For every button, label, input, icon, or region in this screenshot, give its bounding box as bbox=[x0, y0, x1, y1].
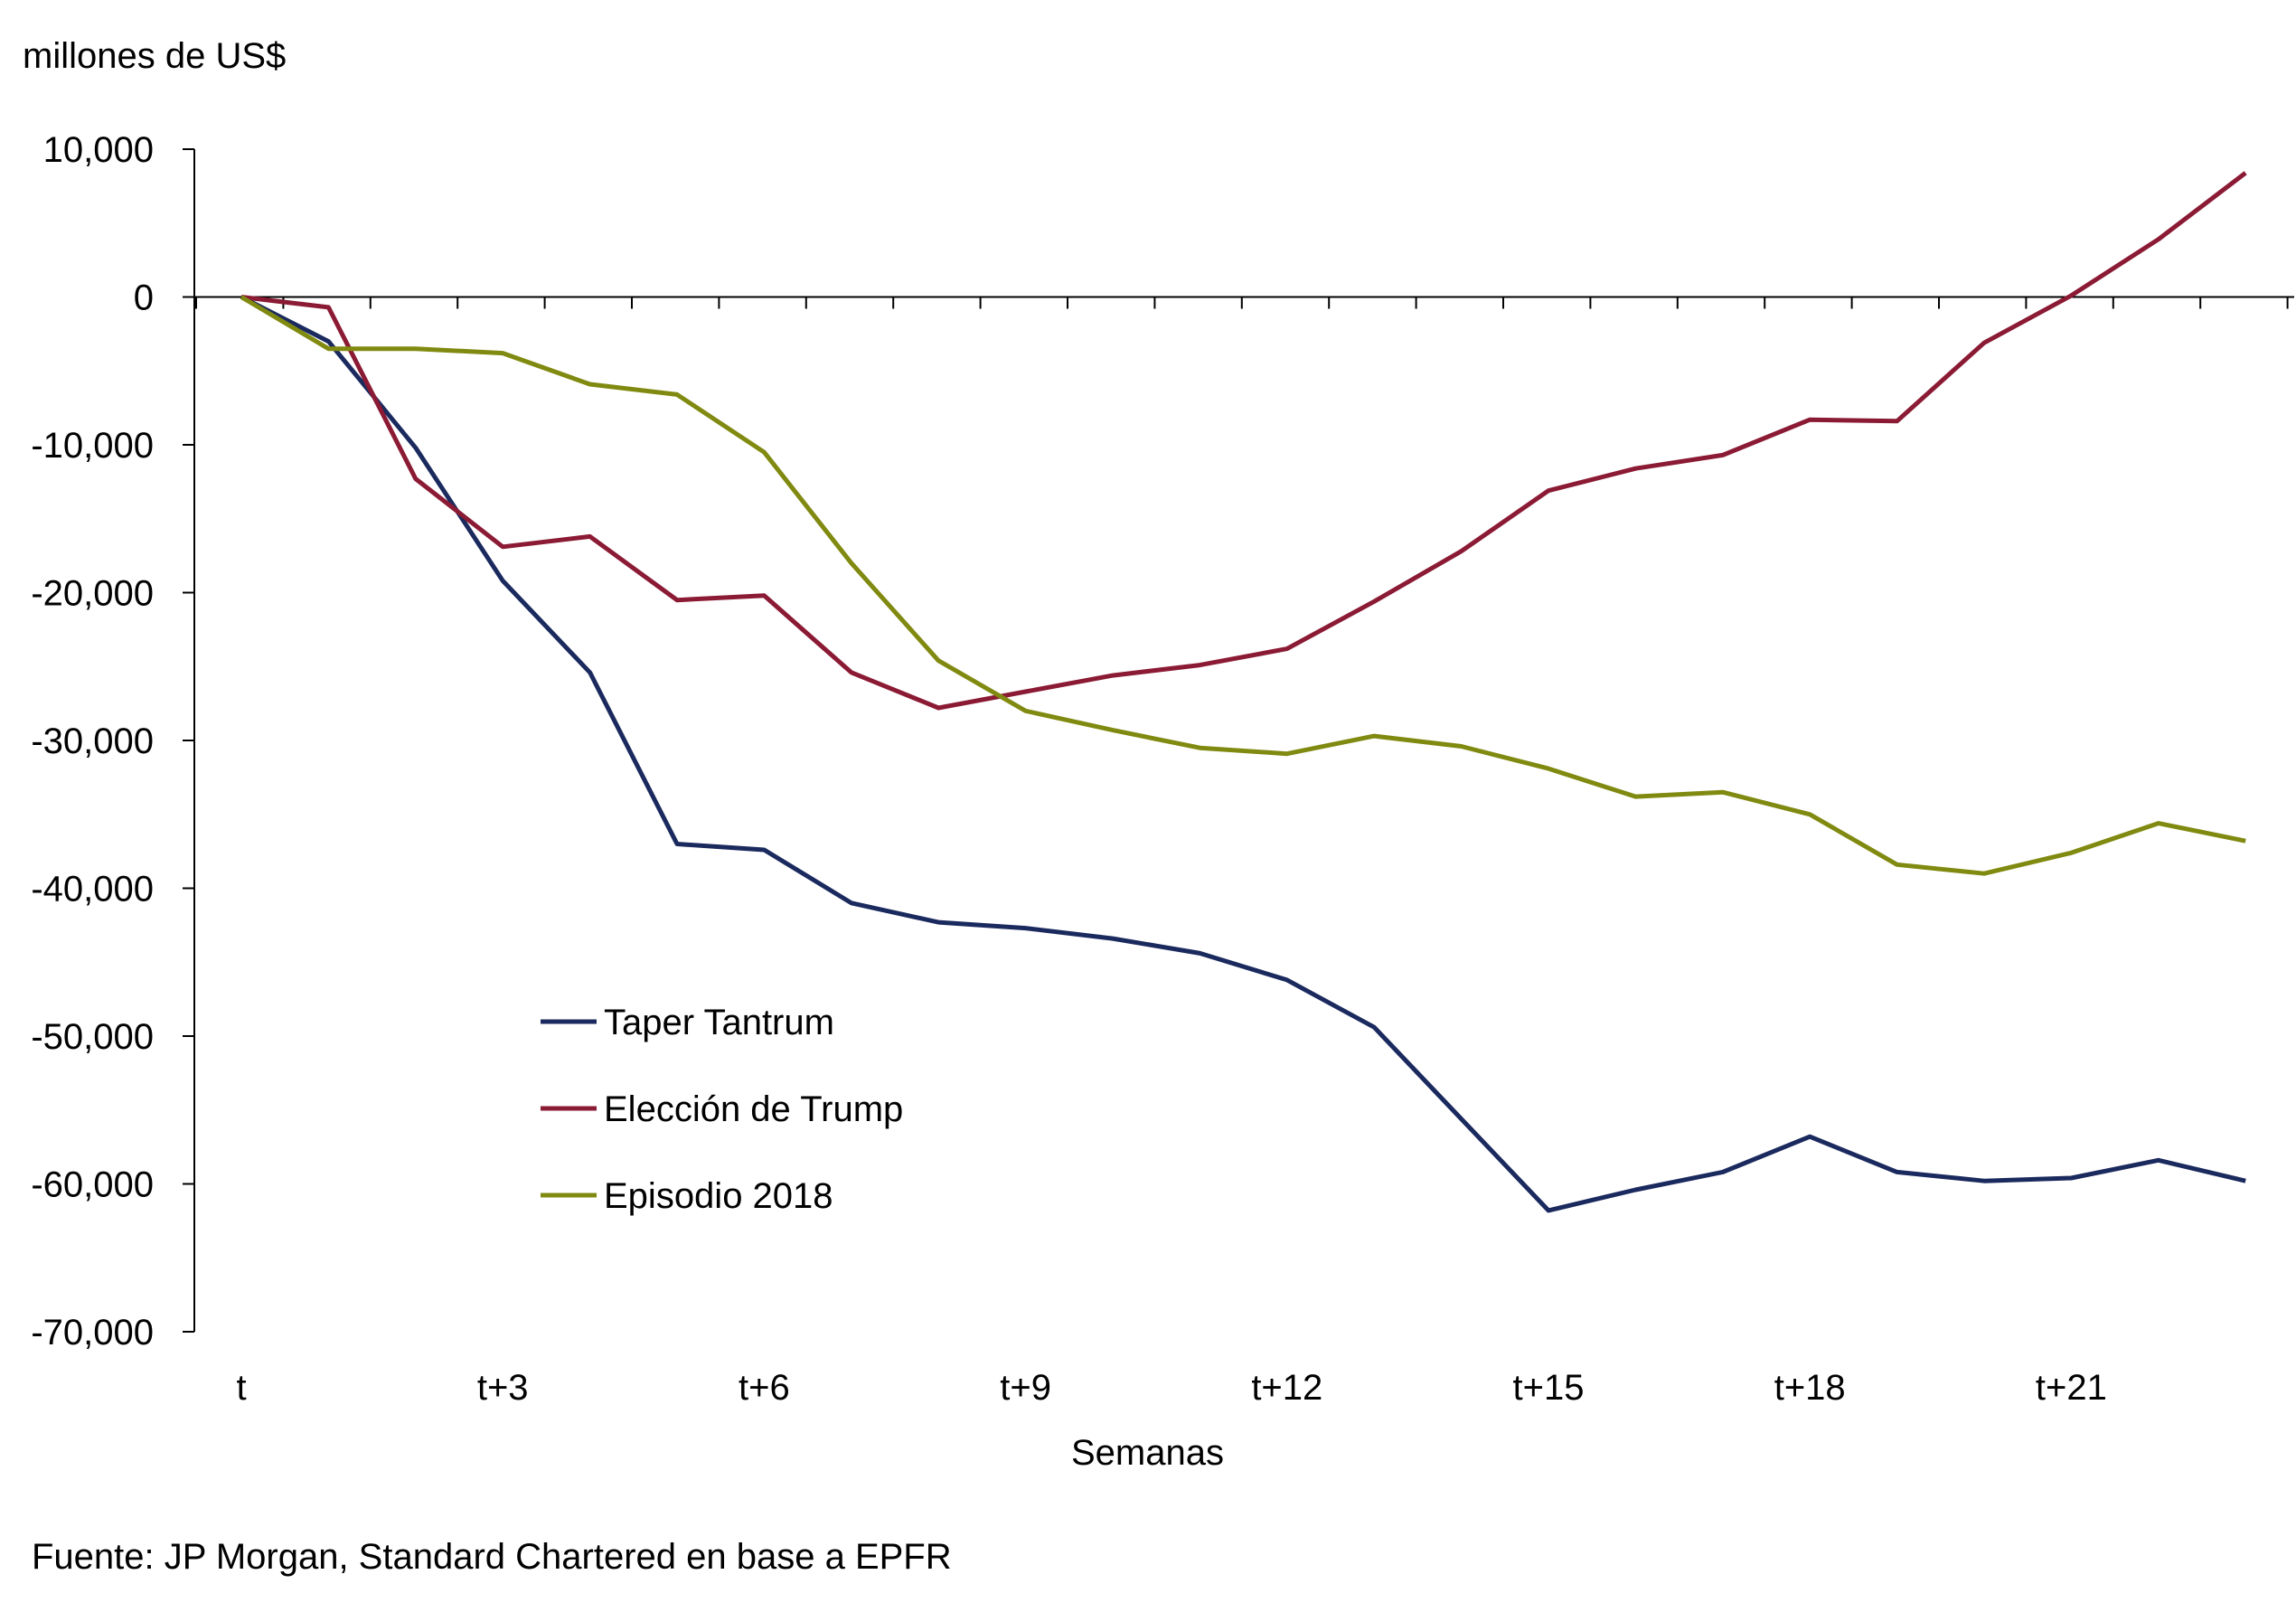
y-tick-label: -50,000 bbox=[31, 1017, 154, 1057]
x-tick-label: t+12 bbox=[1251, 1368, 1322, 1408]
x-tick-label: t+21 bbox=[2036, 1368, 2107, 1408]
axes: 10,000 0 -10,000 -20,000 -30,000 -40,000 -50,0… bbox=[31, 130, 2294, 1408]
series-line-episodio-2018 bbox=[240, 295, 2246, 876]
x-tick-label: t+9 bbox=[1000, 1368, 1051, 1408]
legend: Taper Tantrum Elección de Trump Episodio 2… bbox=[541, 1003, 903, 1216]
y-tick-label: -30,000 bbox=[31, 721, 154, 761]
series-line-elecci-n-de-trump bbox=[240, 171, 2247, 711]
legend-label: Episodio 2018 bbox=[604, 1176, 833, 1216]
y-tick-label: 10,000 bbox=[43, 130, 154, 170]
y-tick-label: -60,000 bbox=[31, 1165, 154, 1205]
series-lines bbox=[240, 171, 2247, 1213]
y-tick-label: 0 bbox=[134, 278, 154, 318]
y-tick-label: -70,000 bbox=[31, 1313, 154, 1353]
x-axis-title: Semanas bbox=[1071, 1433, 1224, 1473]
x-tick-label: t bbox=[236, 1368, 246, 1408]
y-tick-label: -10,000 bbox=[31, 426, 154, 466]
x-tick-label: t+15 bbox=[1513, 1368, 1585, 1408]
x-tick-label: t+3 bbox=[477, 1368, 529, 1408]
y-axis-unit-label: millones de US$ bbox=[23, 36, 287, 76]
legend-label: Taper Tantrum bbox=[604, 1003, 834, 1042]
legend-label: Elección de Trump bbox=[604, 1089, 903, 1129]
x-tick-label: t+6 bbox=[739, 1368, 790, 1408]
y-tick-label: -20,000 bbox=[31, 574, 154, 614]
x-tick-label: t+18 bbox=[1774, 1368, 1846, 1408]
series-line-taper-tantrum bbox=[240, 295, 2246, 1213]
source-note: Fuente: JP Morgan, Standard Chartered en… bbox=[32, 1537, 952, 1577]
y-tick-label: -40,000 bbox=[31, 870, 154, 910]
